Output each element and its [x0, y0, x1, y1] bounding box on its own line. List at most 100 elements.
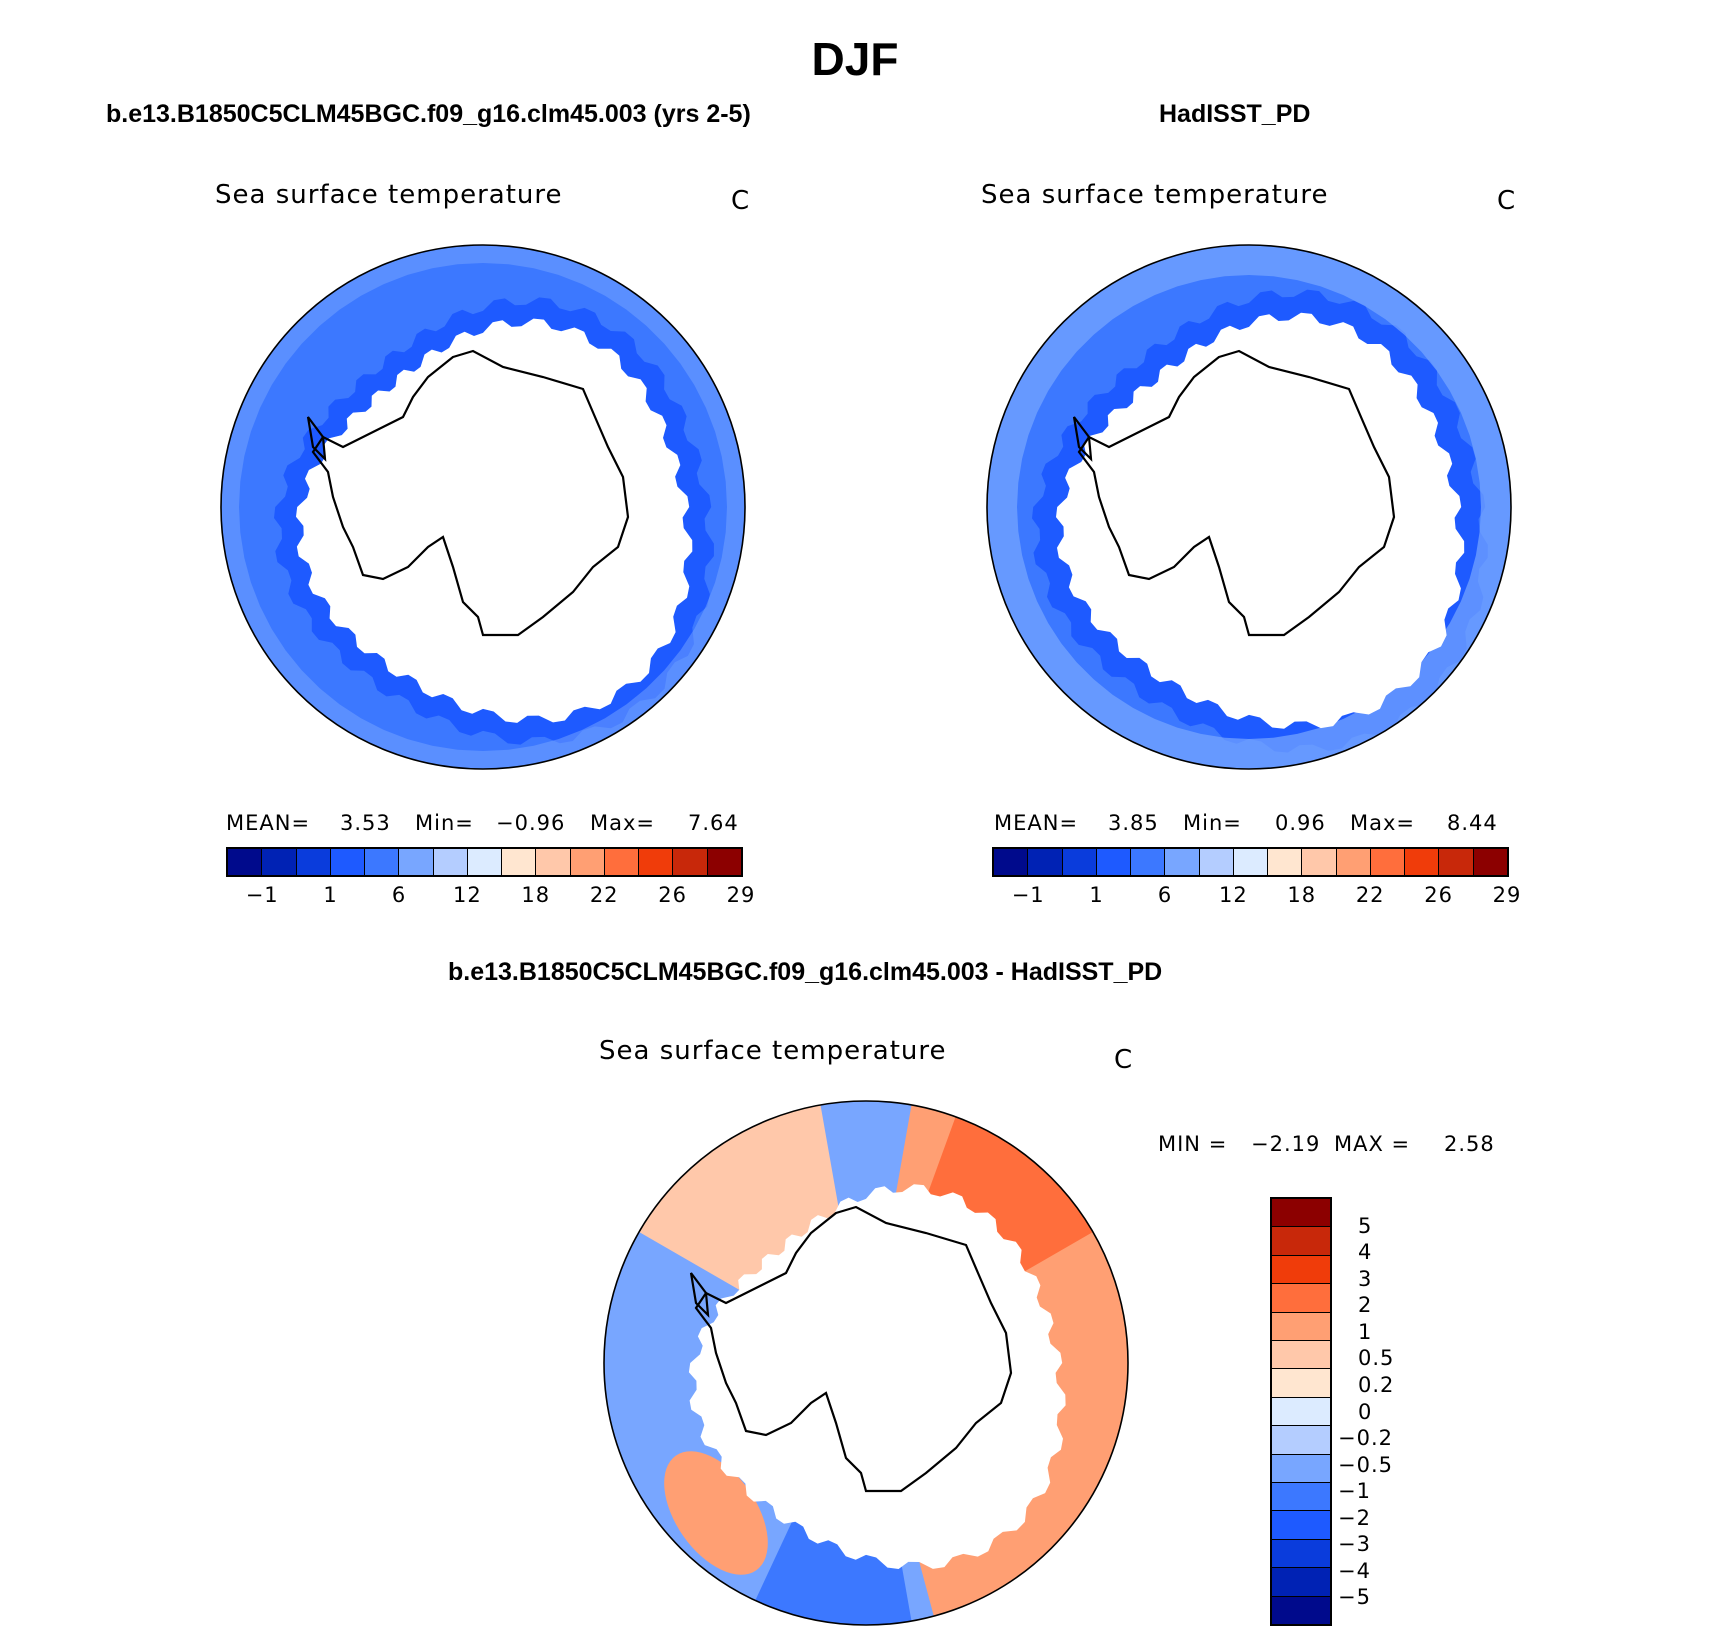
- colorbar-swatch: [1302, 849, 1337, 875]
- colorbar-swatch: [673, 849, 708, 875]
- obs-max-label: Max=: [1350, 811, 1416, 835]
- model-mean-label: MEAN=: [226, 811, 311, 835]
- diff-panel-title: b.e13.B1850C5CLM45BGC.f09_g16.clm45.003 …: [448, 958, 1163, 986]
- colorbar-tick-label: −1: [1011, 883, 1045, 907]
- model-mean-value: 3.53: [340, 811, 391, 835]
- colorbar-swatch: [1096, 849, 1132, 875]
- colorbar-swatch: [707, 849, 741, 875]
- colorbar-tick-label: 1: [323, 883, 338, 907]
- colorbar-swatch: [433, 849, 468, 875]
- colorbar-swatch: [1272, 1397, 1330, 1427]
- sea-ice-mask: [296, 318, 693, 723]
- colorbar-swatch: [639, 849, 674, 875]
- model-max-label: Max=: [590, 811, 656, 835]
- antarctica-coastline: [311, 349, 630, 637]
- colorbar-swatch: [330, 849, 366, 875]
- colorbar-tick-label: 6: [1157, 883, 1173, 907]
- colorbar-swatch: [1272, 1255, 1330, 1285]
- colorbar-swatch: [604, 849, 640, 875]
- peninsula-coastline: [689, 1272, 710, 1318]
- obs-variable-label: Sea surface temperature: [981, 180, 1329, 210]
- warm-anomaly-southwest: [664, 1451, 768, 1575]
- colorbar-tick-label: 18: [521, 883, 551, 907]
- colorbar-swatch: [536, 849, 571, 875]
- colorbar-swatch: [467, 849, 503, 875]
- colorbar-swatch: [994, 849, 1029, 875]
- colorbar-swatch: [1272, 1483, 1330, 1512]
- obs-colorbar-ticks: −1 1 6 12 18 22 26 29: [0, 883, 1521, 907]
- model-units-label: C: [731, 186, 751, 216]
- colorbar-swatch: [1131, 849, 1166, 875]
- colorbar-tick-label: 12: [1219, 883, 1248, 907]
- antarctica-coastline: [1077, 349, 1396, 637]
- season-title: DJF: [811, 33, 899, 85]
- colorbar-tick-label: 5: [1358, 1213, 1373, 1238]
- colorbar-tick-label: −2: [1338, 1505, 1371, 1530]
- map-boundary: [220, 244, 746, 770]
- diff-variable-label: Sea surface temperature: [599, 1036, 947, 1066]
- colorbar-tick-label: −5: [1338, 1585, 1371, 1610]
- peninsula-coastline: [1072, 416, 1093, 462]
- diff-map: [603, 1100, 1129, 1626]
- colorbar-tick-label: 4: [1358, 1240, 1373, 1265]
- colorbar-tick-label: 1: [1089, 883, 1104, 907]
- colorbar-swatch: [1336, 849, 1371, 875]
- colorbar-swatch: [1370, 849, 1406, 875]
- colorbar-tick-label: 22: [589, 883, 619, 907]
- colorbar-tick-label: 29: [726, 883, 756, 907]
- colorbar-swatch: [1439, 849, 1474, 875]
- obs-min-value: 0.96: [1275, 811, 1326, 835]
- colorbar-tick-label: 0.2: [1358, 1372, 1395, 1397]
- colorbar-swatch: [1272, 1227, 1330, 1256]
- model-panel-title: b.e13.B1850C5CLM45BGC.f09_g16.clm45.003 …: [106, 100, 751, 128]
- antarctica-coastline: [694, 1205, 1013, 1493]
- colorbar-tick-label: −4: [1338, 1558, 1371, 1583]
- diff-min-value: −2.19: [1251, 1132, 1321, 1156]
- colorbar-swatch: [1233, 849, 1269, 875]
- colorbar-swatch: [1405, 849, 1440, 875]
- colorbar-tick-label: −1: [1338, 1479, 1371, 1504]
- model-map: [220, 244, 746, 770]
- colorbar-tick-label: 26: [658, 883, 687, 907]
- sea-ice-mask: [688, 1184, 1066, 1569]
- colorbar-tick-label: 3: [1358, 1266, 1373, 1291]
- model-max-value: 7.64: [688, 811, 739, 835]
- colorbar-swatch: [1272, 1511, 1330, 1540]
- model-colorbar-ticks: −1 1 6 12 18 22 26 29: [0, 883, 755, 907]
- colorbar-tick-label: −3: [1338, 1532, 1371, 1557]
- colorbar-swatch: [399, 849, 434, 875]
- colorbar-swatch: [570, 849, 605, 875]
- colorbar-swatch: [1272, 1568, 1330, 1597]
- colorbar-tick-label: 26: [1424, 883, 1453, 907]
- peninsula-coastline: [306, 416, 327, 462]
- diff-max-label: MAX =: [1334, 1132, 1411, 1156]
- obs-mean-label: MEAN=: [994, 811, 1079, 835]
- obs-colorbar: [992, 847, 1509, 877]
- colorbar-swatch: [1272, 1199, 1330, 1228]
- colorbar-swatch: [228, 849, 263, 875]
- colorbar-tick-label: 0.5: [1358, 1346, 1395, 1371]
- colorbar-tick-label: −1: [245, 883, 279, 907]
- colorbar-swatch: [262, 849, 297, 875]
- colorbar-tick-label: 2: [1358, 1293, 1373, 1318]
- colorbar-tick-label: 12: [453, 883, 482, 907]
- map-boundary: [986, 244, 1512, 770]
- model-min-value: −0.96: [496, 811, 566, 835]
- colorbar-swatch: [1272, 1341, 1330, 1370]
- colorbar-swatch: [1272, 1369, 1330, 1398]
- colorbar-tick-label: 22: [1355, 883, 1385, 907]
- colorbar-tick-label: 29: [1492, 883, 1522, 907]
- colorbar-swatch: [1199, 849, 1234, 875]
- model-colorbar: [226, 847, 743, 877]
- colorbar-tick-label: 0: [1358, 1399, 1373, 1424]
- colorbar-swatch: [1473, 849, 1507, 875]
- obs-min-label: Min=: [1183, 811, 1242, 835]
- colorbar-swatch: [1165, 849, 1200, 875]
- colorbar-tick-label: 6: [391, 883, 407, 907]
- colorbar-swatch: [1272, 1426, 1330, 1455]
- colorbar-swatch: [1062, 849, 1097, 875]
- model-min-label: Min=: [415, 811, 474, 835]
- obs-units-label: C: [1497, 186, 1517, 216]
- colorbar-swatch: [502, 849, 537, 875]
- obs-map: [986, 244, 1512, 770]
